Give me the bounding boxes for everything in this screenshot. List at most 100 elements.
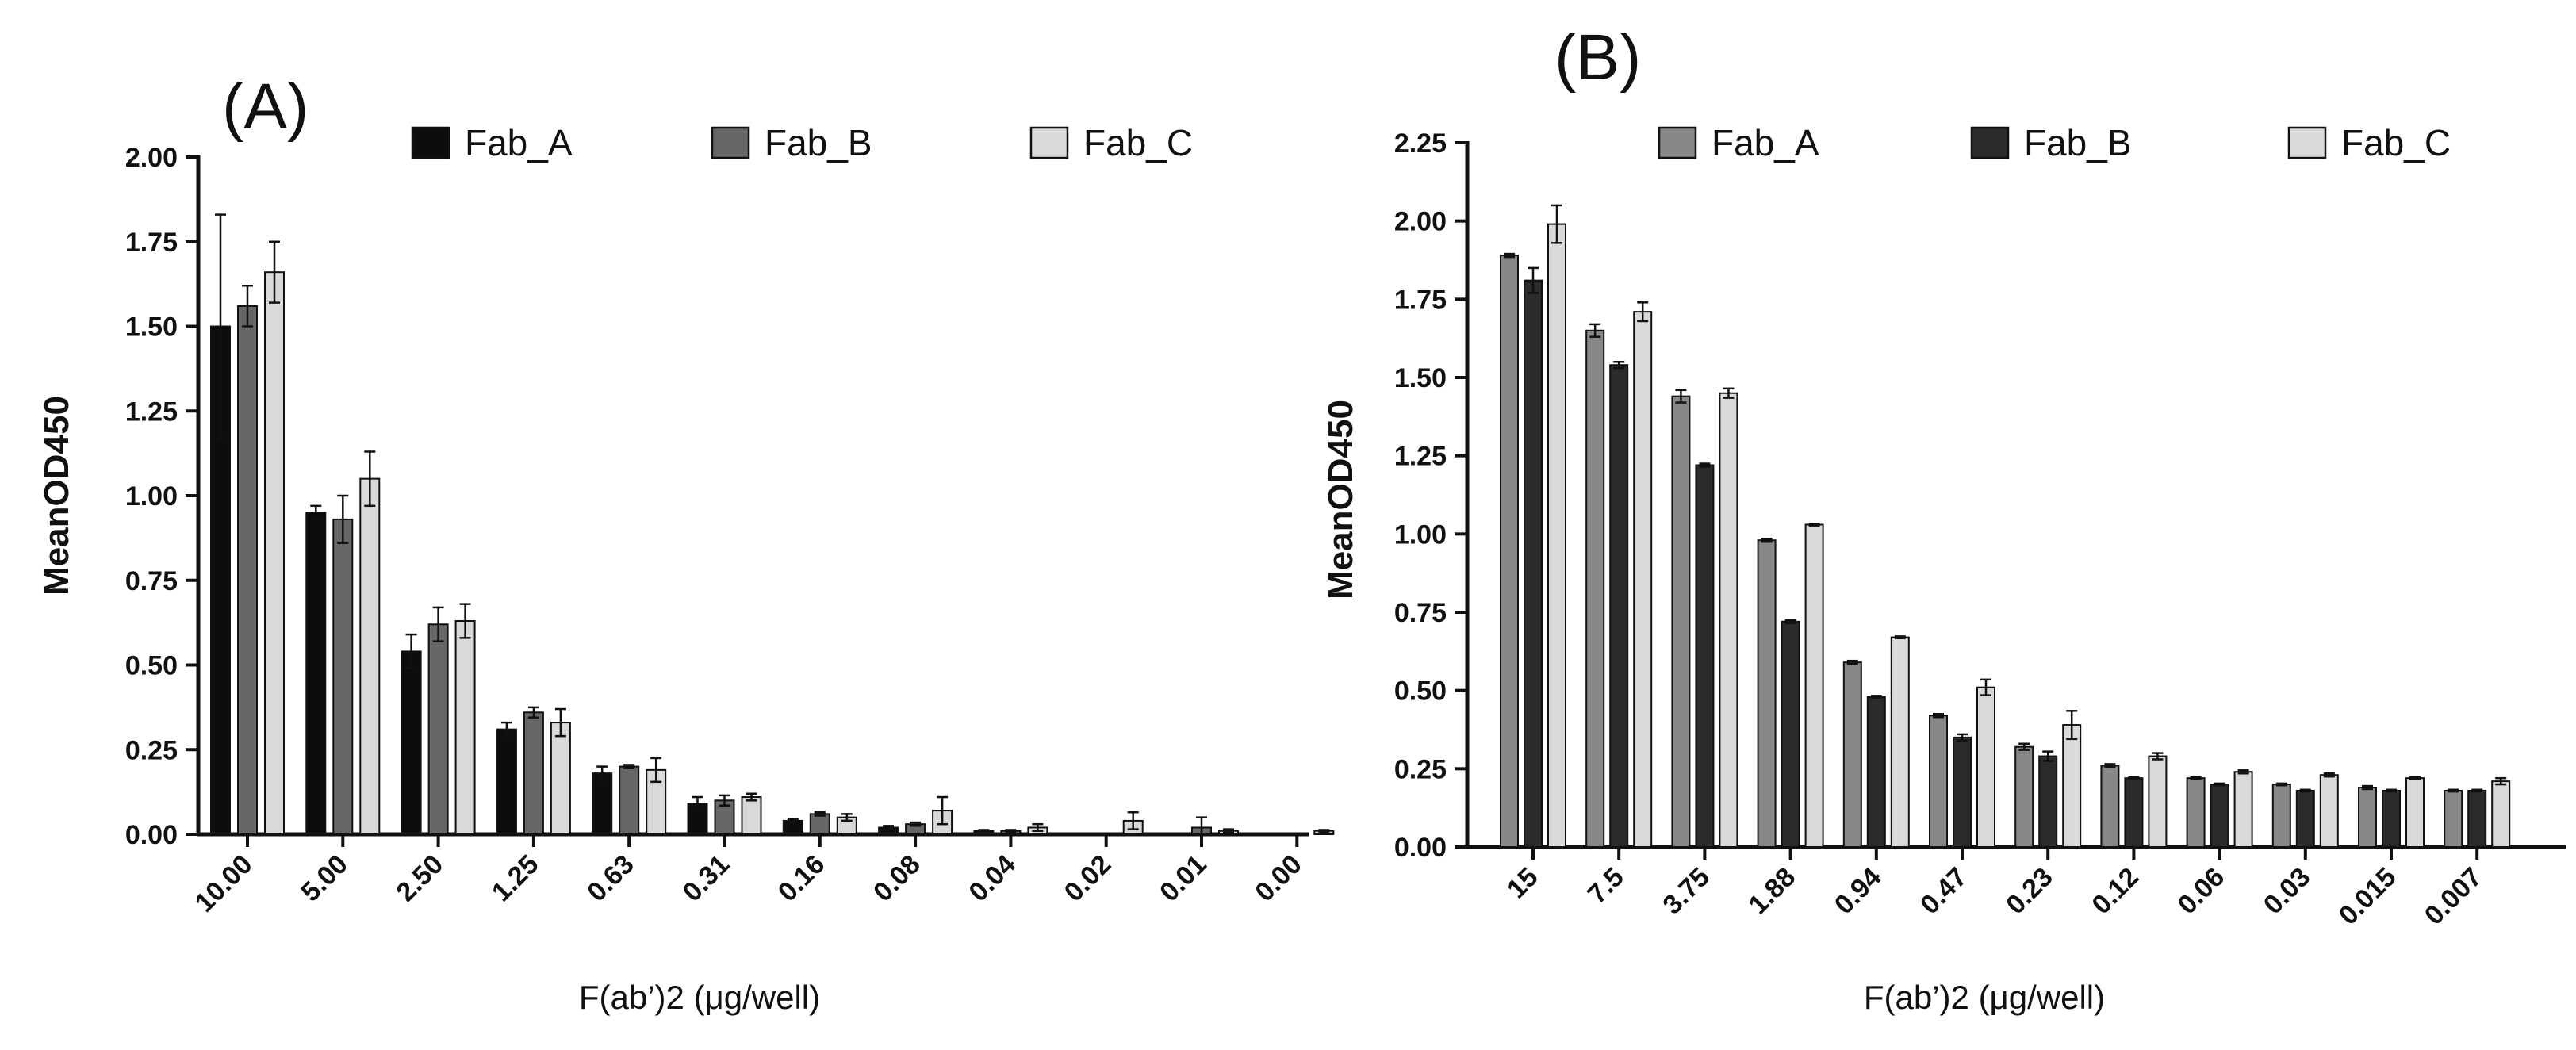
panel-a-x-axis-title: F(ab’)2 (μg/well): [579, 979, 820, 1016]
panel-b-bar: [2233, 771, 2253, 849]
panel-b-bar: [2319, 774, 2339, 849]
panel-b-bar: [1585, 329, 1605, 848]
panel-b-bar: [1524, 279, 1543, 848]
panel-a-legend-swatch: [411, 126, 450, 159]
panel-b-legend-label: Fab_B: [2024, 122, 2132, 163]
panel-a-bar: [264, 271, 285, 835]
panel-a-x-tick-label: 1.25: [486, 849, 545, 908]
panel-a-bar: [401, 650, 422, 835]
panel-b-bar: [2295, 789, 2315, 849]
panel-a-panel-label: (A): [222, 71, 309, 143]
panel-b-x-tick-label: 3.75: [1657, 862, 1715, 921]
panel-a-chart: (A) 0.00 0.25 0.50 0.75 1.00 1.25 1.50 1.75 2.00 M…: [37, 71, 1335, 1016]
panel-b-x-tick-label: 0.94: [1829, 862, 1888, 921]
panel-a-y-tick-label: 2.00: [125, 143, 178, 173]
panel-b-bar: [1500, 255, 1519, 848]
panel-a-bar: [496, 728, 517, 835]
panel-a-y-tick-label: 0.00: [125, 820, 178, 850]
panel-a-bar: [332, 518, 354, 835]
panel-b-x-tick-label: 0.06: [2172, 862, 2231, 921]
panel-b-bar: [1781, 620, 1800, 849]
panel-b-bar: [2014, 745, 2034, 848]
panel-b-legend-swatch: [2287, 126, 2327, 159]
panel-b-legend-swatch: [1970, 126, 2010, 159]
panel-a-y-tick-label: 1.75: [125, 228, 178, 258]
panel-b-chart: (B) 0.00 0.25 0.50 0.75 1.00 1.25 1.50 1.75 2.00 2…: [1321, 21, 2566, 1016]
panel-b-bar: [2124, 777, 2144, 849]
panel-b-bar: [1929, 715, 1948, 848]
panel-b-bar: [2148, 755, 2168, 849]
panel-b-x-axis-title: F(ab’)2 (μg/well): [1864, 979, 2105, 1016]
panel-b-x-tick-label: 0.47: [1915, 862, 1973, 921]
panel-b-bar: [2100, 765, 2120, 848]
panel-b-bar: [1695, 464, 1715, 848]
panel-b-legend-swatch: [1658, 126, 1697, 159]
panel-a-y-tick-label: 1.50: [125, 312, 178, 343]
panel-a-x-tick-label: 10.00: [190, 849, 259, 918]
panel-a-x-tick-label: 0.31: [677, 849, 735, 908]
panel-a-legend-label: Fab_B: [765, 122, 872, 163]
panel-b-legend-label: Fab_C: [2341, 122, 2451, 163]
panel-a-x-tick-label: 0.08: [868, 849, 926, 908]
panel-b-bar: [2444, 789, 2463, 849]
panel-b-bar: [1547, 223, 1566, 848]
panel-a-bar: [237, 305, 258, 835]
panel-b-bar: [1609, 364, 1629, 849]
panel-a-x-tick-label: 2.50: [391, 849, 450, 908]
panel-a-y-tick-label: 0.75: [125, 566, 178, 596]
panel-b-bar: [2062, 724, 2082, 849]
panel-b-y-tick-label: 0.00: [1394, 833, 1447, 863]
panel-b-bar: [1842, 661, 1862, 848]
panel-b-legend-label: Fab_A: [1712, 122, 1819, 163]
panel-b-x-tick-label: 0.007: [2419, 862, 2488, 931]
panel-b-x-tick-label: 15: [1501, 862, 1544, 905]
panel-a-x-tick-label: 0.63: [581, 849, 640, 908]
panel-a-bar: [592, 772, 613, 836]
panel-b-x-tick-label: 0.12: [2086, 862, 2145, 921]
panel-b-bar: [1976, 686, 1995, 848]
panel-a-legend-label: Fab_C: [1083, 122, 1193, 163]
panel-b-bar: [1890, 636, 1910, 848]
panel-b-y-tick-label: 1.75: [1394, 285, 1447, 315]
panel-b-bar: [1633, 311, 1653, 848]
panel-a-bar: [427, 623, 449, 835]
panel-b-y-tick-label: 0.50: [1394, 676, 1447, 707]
panel-b-bar: [1866, 696, 1886, 848]
panel-b-y-tick-label: 2.25: [1394, 128, 1447, 159]
panel-a-bar: [359, 477, 381, 836]
panel-a-y-tick-label: 0.25: [125, 735, 178, 765]
panel-b-bar: [2358, 787, 2377, 848]
panel-b-bar: [1719, 392, 1738, 848]
panel-b-bar: [2467, 789, 2487, 849]
panel-b-y-tick-label: 1.50: [1394, 363, 1447, 393]
panel-b-bar: [2382, 789, 2401, 849]
panel-a-bar: [741, 796, 762, 836]
panel-a-x-tick-label: 0.01: [1154, 849, 1213, 908]
panel-a-legend-label: Fab_A: [465, 122, 573, 163]
panel-a-bar: [523, 711, 544, 836]
panel-a-bar: [305, 512, 327, 835]
panel-a-y-tick-label: 0.50: [125, 651, 178, 681]
panel-b-y-axis-title: MeanOD450: [1321, 400, 1360, 600]
panel-b-x-tick-label: 0.015: [2333, 862, 2402, 931]
panel-a-legend-swatch: [711, 126, 750, 159]
panel-b-bar: [2271, 784, 2291, 848]
panel-a-x-tick-label: 0.04: [963, 849, 1022, 908]
panel-b-bar: [2038, 755, 2058, 849]
panel-b-bar: [2210, 784, 2229, 848]
panel-a-legend-swatch: [1029, 126, 1069, 159]
panel-a-x-tick-label: 0.00: [1249, 849, 1308, 908]
panel-b-bar: [2186, 777, 2206, 849]
panel-b-y-tick-label: 2.00: [1394, 207, 1447, 237]
panel-b-bar: [1804, 523, 1824, 848]
panel-b-x-tick-label: 7.5: [1582, 862, 1630, 910]
panel-b-bar: [1671, 395, 1691, 848]
panel-a-x-tick-label: 0.16: [772, 849, 831, 908]
panel-a-y-tick-label: 1.25: [125, 397, 178, 427]
panel-b-x-tick-label: 0.23: [2000, 862, 2059, 921]
panel-b-y-tick-label: 0.75: [1394, 598, 1447, 628]
panel-b-x-tick-label: 0.03: [2258, 862, 2317, 921]
panel-b-bar: [2405, 777, 2425, 849]
panel-a-bar: [550, 722, 571, 836]
